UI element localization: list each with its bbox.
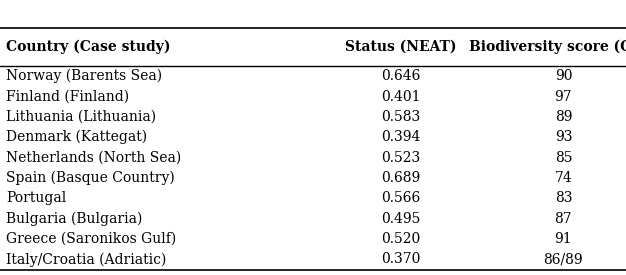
Text: 83: 83 [555, 191, 572, 205]
Text: 97: 97 [555, 90, 572, 103]
Text: Status (NEAT): Status (NEAT) [345, 40, 456, 54]
Text: 74: 74 [555, 171, 572, 185]
Text: Bulgaria (Bulgaria): Bulgaria (Bulgaria) [6, 211, 143, 226]
Text: 0.370: 0.370 [381, 252, 420, 266]
Text: 0.495: 0.495 [381, 212, 420, 225]
Text: Country (Case study): Country (Case study) [6, 40, 171, 54]
Text: Denmark (Kattegat): Denmark (Kattegat) [6, 130, 147, 144]
Text: 0.566: 0.566 [381, 191, 420, 205]
Text: Netherlands (North Sea): Netherlands (North Sea) [6, 151, 182, 164]
Text: Portugal: Portugal [6, 191, 66, 205]
Text: Finland (Finland): Finland (Finland) [6, 90, 130, 103]
Text: 93: 93 [555, 130, 572, 144]
Text: 0.523: 0.523 [381, 151, 420, 164]
Text: Lithuania (Lithuania): Lithuania (Lithuania) [6, 110, 156, 124]
Text: 89: 89 [555, 110, 572, 124]
Text: Norway (Barents Sea): Norway (Barents Sea) [6, 69, 162, 83]
Text: 86/89: 86/89 [543, 252, 583, 266]
Text: 0.646: 0.646 [381, 69, 420, 83]
Text: 85: 85 [555, 151, 572, 164]
Text: 87: 87 [555, 212, 572, 225]
Text: 0.583: 0.583 [381, 110, 420, 124]
Text: 0.689: 0.689 [381, 171, 420, 185]
Text: 0.394: 0.394 [381, 130, 420, 144]
Text: Spain (Basque Country): Spain (Basque Country) [6, 171, 175, 185]
Text: 0.401: 0.401 [381, 90, 421, 103]
Text: Greece (Saronikos Gulf): Greece (Saronikos Gulf) [6, 232, 177, 246]
Text: 91: 91 [555, 232, 572, 246]
Text: Biodiversity score (OHI): Biodiversity score (OHI) [469, 40, 626, 54]
Text: Italy/Croatia (Adriatic): Italy/Croatia (Adriatic) [6, 252, 167, 266]
Text: 0.520: 0.520 [381, 232, 420, 246]
Text: 90: 90 [555, 69, 572, 83]
